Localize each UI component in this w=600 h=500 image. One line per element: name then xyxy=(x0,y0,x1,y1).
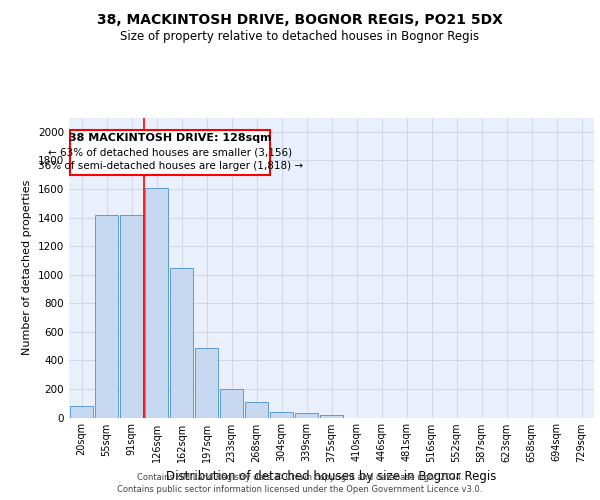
Bar xyxy=(270,412,293,418)
Bar xyxy=(245,402,268,417)
Bar xyxy=(220,389,243,418)
Bar xyxy=(95,214,118,418)
Bar xyxy=(120,214,143,418)
Bar xyxy=(320,414,343,418)
Text: 38, MACKINTOSH DRIVE, BOGNOR REGIS, PO21 5DX: 38, MACKINTOSH DRIVE, BOGNOR REGIS, PO21… xyxy=(97,12,503,26)
Text: Contains HM Land Registry data © Crown copyright and database right 2024.: Contains HM Land Registry data © Crown c… xyxy=(137,472,463,482)
Bar xyxy=(170,268,193,418)
Bar xyxy=(295,413,318,418)
Bar xyxy=(145,188,168,418)
X-axis label: Distribution of detached houses by size in Bognor Regis: Distribution of detached houses by size … xyxy=(166,470,497,483)
Y-axis label: Number of detached properties: Number of detached properties xyxy=(22,180,32,355)
Bar xyxy=(70,406,93,417)
FancyBboxPatch shape xyxy=(70,130,270,176)
Text: 38 MACKINTOSH DRIVE: 128sqm: 38 MACKINTOSH DRIVE: 128sqm xyxy=(69,134,272,143)
Bar xyxy=(195,348,218,418)
Text: Contains public sector information licensed under the Open Government Licence v3: Contains public sector information licen… xyxy=(118,485,482,494)
Text: Size of property relative to detached houses in Bognor Regis: Size of property relative to detached ho… xyxy=(121,30,479,43)
Text: 36% of semi-detached houses are larger (1,818) →: 36% of semi-detached houses are larger (… xyxy=(38,162,303,172)
Text: ← 63% of detached houses are smaller (3,156): ← 63% of detached houses are smaller (3,… xyxy=(48,148,292,158)
